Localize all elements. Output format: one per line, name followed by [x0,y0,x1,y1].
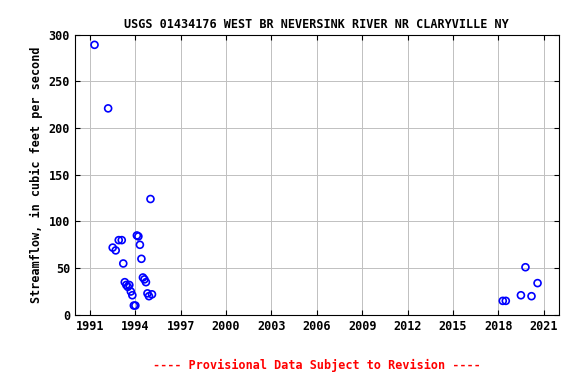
Point [533,280,542,286]
Point [104,105,113,111]
Point [111,247,120,253]
Point [137,256,146,262]
Point [119,260,128,266]
Point [128,292,137,298]
Point [521,264,530,270]
Point [134,233,143,240]
Point [516,292,525,298]
Point [138,275,147,281]
Y-axis label: Streamflow, in cubic feet per second: Streamflow, in cubic feet per second [30,46,43,303]
Point [143,290,152,296]
Point [135,242,145,248]
Point [108,245,118,251]
Point [117,237,126,243]
Point [146,196,155,202]
Point [527,293,536,299]
Title: USGS 01434176 WEST BR NEVERSINK RIVER NR CLARYVILLE NY: USGS 01434176 WEST BR NEVERSINK RIVER NR… [124,18,509,31]
Point [140,276,149,283]
Point [122,282,131,288]
Text: ---- Provisional Data Subject to Revision ----: ---- Provisional Data Subject to Revisio… [153,359,481,372]
Point [501,298,510,304]
Point [90,42,99,48]
Point [126,288,135,295]
Point [141,279,150,285]
Point [132,232,142,238]
Point [120,279,130,285]
Point [124,282,134,288]
Point [114,237,123,243]
Point [145,293,154,299]
Point [131,303,140,309]
Point [147,291,157,297]
Point [129,303,138,309]
Point [498,298,507,304]
Point [123,284,132,290]
